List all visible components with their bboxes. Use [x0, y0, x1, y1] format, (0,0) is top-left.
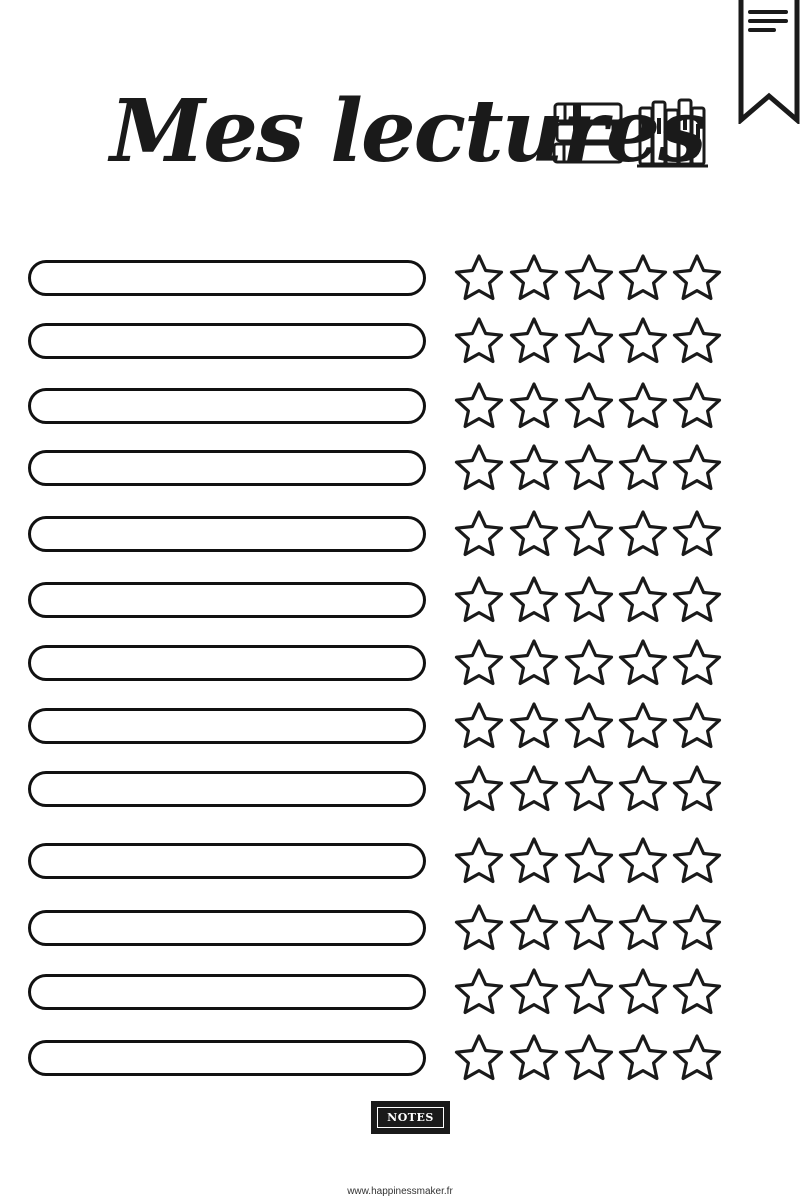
rating-star-icon[interactable]	[452, 380, 506, 432]
rating-star-icon[interactable]	[670, 380, 724, 432]
rating-star-icon[interactable]	[616, 442, 670, 494]
rating-star-icon[interactable]	[670, 442, 724, 494]
notes-label: NOTES	[377, 1107, 444, 1128]
rating-star-icon[interactable]	[507, 763, 561, 815]
list-item	[0, 964, 800, 1020]
rating-star-icon[interactable]	[616, 966, 670, 1018]
rating-star-icon[interactable]	[562, 574, 616, 626]
rating-star-icon[interactable]	[670, 700, 724, 752]
rating-star-icon[interactable]	[507, 1032, 561, 1084]
rating-star-icon[interactable]	[616, 574, 670, 626]
rating-star-icon[interactable]	[562, 1032, 616, 1084]
rating-star-icon[interactable]	[452, 442, 506, 494]
rating-star-icon[interactable]	[452, 252, 506, 304]
rating-star-icon[interactable]	[507, 508, 561, 560]
rating-star-icon[interactable]	[452, 700, 506, 752]
rating-star-icon[interactable]	[507, 315, 561, 367]
book-title-field[interactable]	[28, 910, 426, 946]
rating-star-icon[interactable]	[452, 763, 506, 815]
book-title-field[interactable]	[28, 260, 426, 296]
notes-button[interactable]: NOTES	[371, 1101, 450, 1134]
rating-star-icon[interactable]	[562, 700, 616, 752]
rating-star-icon[interactable]	[562, 315, 616, 367]
rating-star-icon[interactable]	[507, 380, 561, 432]
book-title-field[interactable]	[28, 1040, 426, 1076]
rating-star-icon[interactable]	[670, 1032, 724, 1084]
rating-star-icon[interactable]	[670, 574, 724, 626]
list-item	[0, 1030, 800, 1086]
rating-star-icon[interactable]	[562, 763, 616, 815]
rating-star-icon[interactable]	[562, 380, 616, 432]
book-title-field[interactable]	[28, 771, 426, 807]
rating-star-icon[interactable]	[670, 508, 724, 560]
rating-star-icon[interactable]	[616, 315, 670, 367]
book-title-field[interactable]	[28, 450, 426, 486]
rating-star-icon[interactable]	[507, 966, 561, 1018]
rating-star-icon[interactable]	[616, 1032, 670, 1084]
rating-star-icon[interactable]	[562, 902, 616, 954]
book-title-field[interactable]	[28, 582, 426, 618]
rating-star-icon[interactable]	[562, 835, 616, 887]
list-item	[0, 440, 800, 496]
rating-star-icon[interactable]	[670, 637, 724, 689]
rating-star-icon[interactable]	[507, 637, 561, 689]
rating-star-icon[interactable]	[507, 835, 561, 887]
rating-star-icon[interactable]	[616, 763, 670, 815]
rating-star-icon[interactable]	[507, 700, 561, 752]
rating-star-icon[interactable]	[507, 252, 561, 304]
book-title-field[interactable]	[28, 843, 426, 879]
list-item	[0, 635, 800, 691]
bookmark-icon	[738, 0, 800, 124]
rating-star-icon[interactable]	[452, 315, 506, 367]
list-item	[0, 378, 800, 434]
rating-star-icon[interactable]	[670, 966, 724, 1018]
rating-star-icon[interactable]	[452, 966, 506, 1018]
rating-star-icon[interactable]	[507, 902, 561, 954]
rating-star-icon[interactable]	[670, 315, 724, 367]
rating-star-icon[interactable]	[452, 574, 506, 626]
rating-star-icon[interactable]	[562, 508, 616, 560]
list-item	[0, 698, 800, 754]
rating-star-icon[interactable]	[452, 835, 506, 887]
rating-star-icon[interactable]	[616, 902, 670, 954]
book-title-field[interactable]	[28, 516, 426, 552]
books-on-shelf-icon	[637, 98, 708, 168]
rating-star-icon[interactable]	[670, 835, 724, 887]
rating-star-icon[interactable]	[507, 574, 561, 626]
rating-star-icon[interactable]	[562, 966, 616, 1018]
rating-star-icon[interactable]	[562, 637, 616, 689]
rating-star-icon[interactable]	[670, 252, 724, 304]
rating-star-icon[interactable]	[616, 252, 670, 304]
book-title-field[interactable]	[28, 708, 426, 744]
list-item	[0, 313, 800, 369]
list-item	[0, 900, 800, 956]
book-title-field[interactable]	[28, 645, 426, 681]
rating-star-icon[interactable]	[452, 637, 506, 689]
list-item	[0, 250, 800, 306]
book-title-field[interactable]	[28, 388, 426, 424]
rating-star-icon[interactable]	[616, 508, 670, 560]
rating-star-icon[interactable]	[452, 1032, 506, 1084]
stacked-books-icon	[552, 102, 625, 164]
rating-star-icon[interactable]	[616, 380, 670, 432]
rating-star-icon[interactable]	[452, 902, 506, 954]
rating-star-icon[interactable]	[616, 835, 670, 887]
rating-star-icon[interactable]	[562, 252, 616, 304]
rating-star-icon[interactable]	[452, 508, 506, 560]
list-item	[0, 833, 800, 889]
rating-star-icon[interactable]	[507, 442, 561, 494]
rating-star-icon[interactable]	[562, 442, 616, 494]
list-item	[0, 572, 800, 628]
rating-star-icon[interactable]	[670, 763, 724, 815]
rating-star-icon[interactable]	[616, 700, 670, 752]
list-item	[0, 506, 800, 562]
book-title-field[interactable]	[28, 974, 426, 1010]
rating-star-icon[interactable]	[670, 902, 724, 954]
rating-star-icon[interactable]	[616, 637, 670, 689]
list-item	[0, 761, 800, 817]
footer-url: www.happinessmaker.fr	[347, 1186, 453, 1197]
book-title-field[interactable]	[28, 323, 426, 359]
